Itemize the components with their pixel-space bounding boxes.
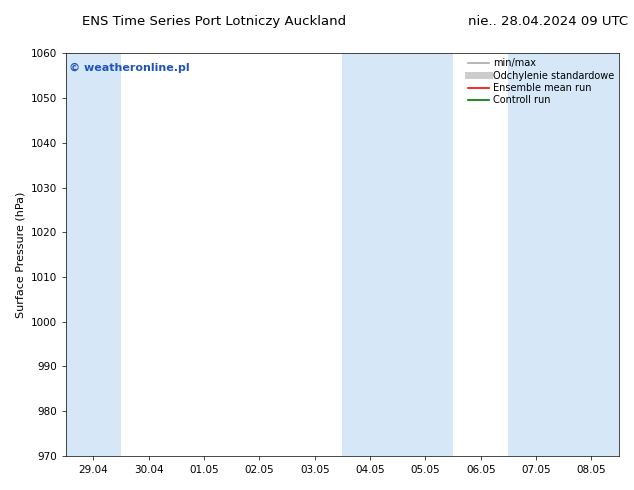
Bar	[66, 53, 121, 456]
Legend: min/max, Odchylenie standardowe, Ensemble mean run, Controll run: min/max, Odchylenie standardowe, Ensembl…	[465, 56, 616, 107]
Bar	[342, 53, 453, 456]
Text: nie.. 28.04.2024 09 UTC: nie.. 28.04.2024 09 UTC	[467, 15, 628, 28]
Text: © weatheronline.pl: © weatheronline.pl	[68, 63, 189, 74]
Y-axis label: Surface Pressure (hPa): Surface Pressure (hPa)	[15, 192, 25, 318]
Bar	[508, 53, 619, 456]
Text: ENS Time Series Port Lotniczy Auckland: ENS Time Series Port Lotniczy Auckland	[82, 15, 347, 28]
